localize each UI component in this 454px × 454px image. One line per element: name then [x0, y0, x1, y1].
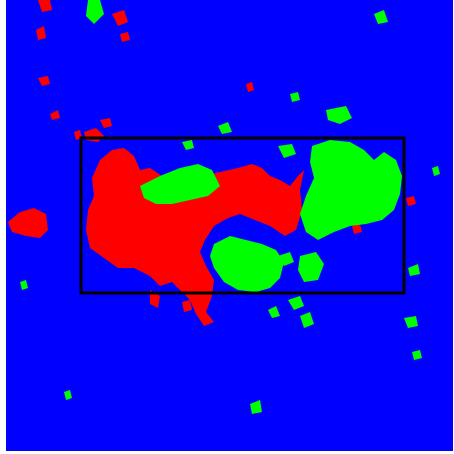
green-region-left: [20, 0, 440, 414]
background-field: [6, 0, 453, 451]
red-region-main: [8, 0, 416, 326]
green-region-right: [278, 106, 402, 240]
bounding-box: [79, 136, 406, 295]
green-region-center: [210, 236, 324, 292]
